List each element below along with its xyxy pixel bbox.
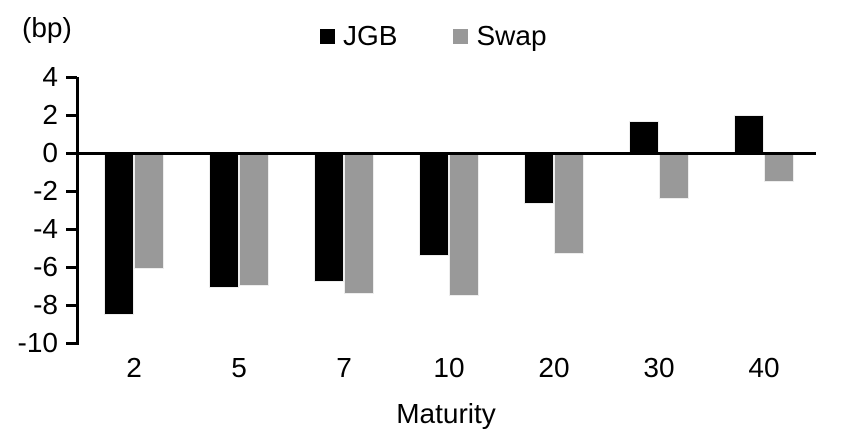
bar-swap-10: [449, 153, 479, 296]
y-tick-label: -4: [33, 213, 58, 244]
y-axis-tick: [66, 341, 77, 345]
y-axis-tick: [66, 189, 77, 193]
y-tick-label: -8: [33, 289, 58, 320]
bar-jgb-10: [419, 153, 449, 256]
y-axis: [76, 77, 79, 345]
y-axis-tick: [66, 227, 77, 231]
y-axis-unit-label: (bp): [22, 12, 72, 43]
bar-jgb-2: [104, 153, 134, 315]
bar-swap-20: [554, 153, 584, 254]
y-axis-tick: [66, 151, 77, 155]
bar-jgb-20: [524, 153, 554, 205]
y-tick-label: 4: [42, 61, 58, 92]
x-tick-label-20: 20: [538, 352, 570, 383]
y-tick-label: -2: [33, 175, 58, 206]
y-axis-tick: [66, 113, 77, 117]
x-tick-label-5: 5: [231, 352, 247, 383]
bar-swap-5: [239, 153, 269, 286]
x-tick-label-40: 40: [748, 352, 780, 383]
y-tick-label: -6: [33, 251, 58, 282]
legend: JGB Swap: [320, 20, 547, 52]
y-tick-label: -10: [17, 327, 58, 358]
y-tick-label: 0: [42, 137, 58, 168]
legend-item-swap: Swap: [453, 20, 547, 52]
legend-label-jgb: JGB: [343, 20, 398, 51]
x-axis-title: Maturity: [396, 398, 496, 429]
bar-jgb-30: [629, 120, 659, 153]
x-tick-label-7: 7: [336, 352, 352, 383]
swap-swatch-icon: [453, 28, 469, 44]
bar-swap-2: [134, 153, 164, 269]
x-tick-label-30: 30: [643, 352, 675, 383]
bar-swap-30: [659, 153, 689, 199]
bar-jgb-40: [734, 115, 764, 153]
y-tick-label: 2: [42, 99, 58, 130]
legend-item-jgb: JGB: [320, 20, 397, 52]
legend-label-swap: Swap: [476, 20, 547, 51]
bar-jgb-7: [314, 153, 344, 283]
bar-jgb-5: [209, 153, 239, 288]
y-axis-tick: [66, 265, 77, 269]
bar-swap-40: [764, 153, 794, 182]
y-axis-tick: [66, 303, 77, 307]
bar-swap-7: [344, 153, 374, 294]
jgb-swatch-icon: [320, 28, 335, 44]
zero-line: [76, 151, 816, 155]
x-tick-label-2: 2: [126, 352, 142, 383]
x-tick-label-10: 10: [433, 352, 465, 383]
y-axis-tick: [66, 75, 77, 79]
